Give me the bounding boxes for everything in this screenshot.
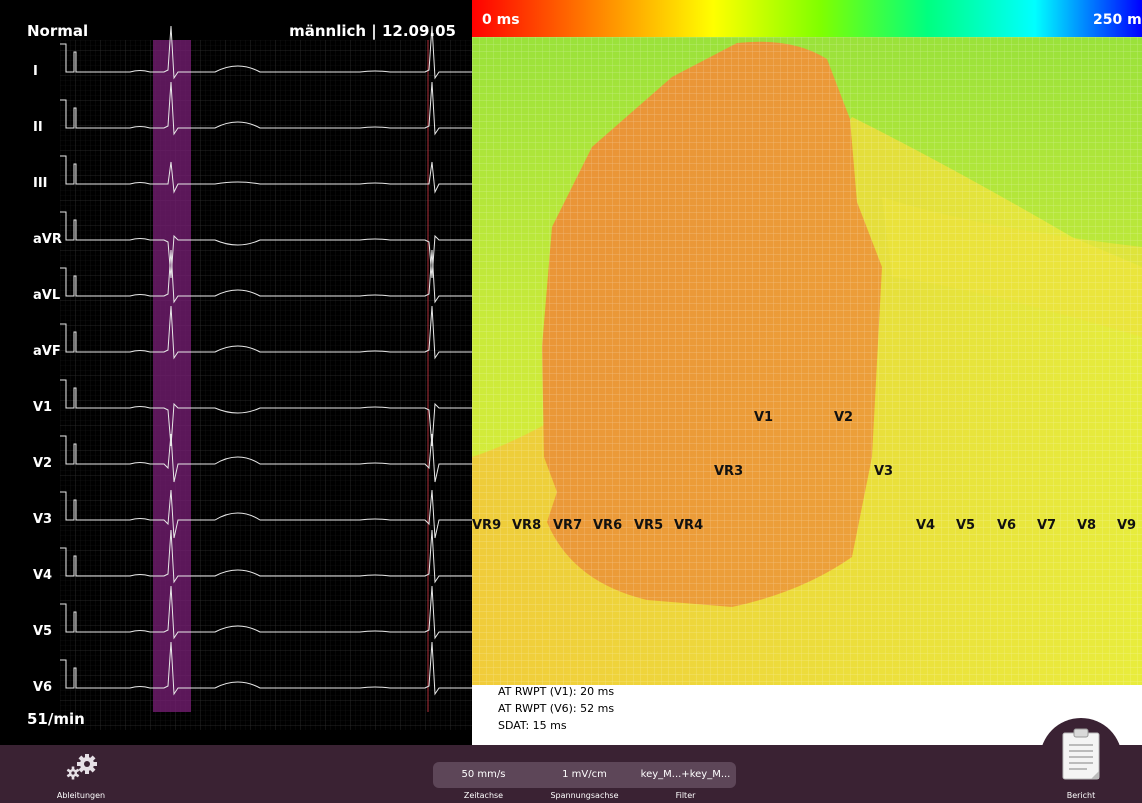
position-label: VR8	[512, 518, 542, 533]
lead-label-v2: V2	[33, 456, 53, 471]
metric-sdat: SDAT: 15 ms	[498, 719, 567, 732]
position-label: V6	[997, 518, 1017, 533]
patient-info: männlich | 12.09.05	[289, 22, 456, 40]
ecg-trace	[60, 305, 472, 360]
display-settings-group: 50 mm/s 1 mV/cm key_M...+key_M...	[433, 762, 736, 788]
time-color-scale	[472, 0, 1142, 37]
filter-label: Filter	[675, 791, 696, 800]
ecg-panel: Normal männlich | 12.09.05 I II III aVR …	[0, 0, 472, 745]
position-label: V2	[834, 410, 854, 425]
ecg-trace	[60, 529, 472, 584]
activation-surface	[472, 37, 1142, 685]
filter-selector[interactable]: key_M...+key_M...	[640, 769, 731, 780]
leads-button-label: Ableitungen	[56, 791, 106, 800]
ecg-trace	[60, 25, 472, 80]
time-axis-selector[interactable]: 50 mm/s	[461, 769, 506, 780]
lead-label-v3: V3	[33, 512, 53, 527]
lead-label-v1: V1	[33, 400, 53, 415]
position-label: VR9	[472, 518, 502, 533]
position-label: V9	[1117, 518, 1137, 533]
activation-map: 0 ms 250 ms V1 V2 VR3	[472, 0, 1142, 685]
lead-label-avr: aVR	[33, 232, 62, 247]
ecg-grid-and-traces	[60, 25, 472, 730]
position-label: VR6	[593, 518, 623, 533]
lead-label-avl: aVL	[33, 288, 61, 303]
ecg-trace	[60, 81, 472, 136]
position-label: V1	[754, 410, 774, 425]
position-label: VR7	[553, 518, 583, 533]
ecg-trace	[60, 641, 472, 696]
metric-rwpt-v6: AT RWPT (V6): 52 ms	[498, 702, 615, 715]
ecg-trace	[60, 489, 472, 539]
ecg-trace	[60, 211, 472, 279]
ecg-trace	[60, 433, 472, 483]
lead-label-ii: II	[33, 120, 43, 135]
metric-rwpt-v1: AT RWPT (V1): 20 ms	[498, 685, 615, 698]
gears-icon	[66, 754, 97, 780]
lead-label-v6: V6	[33, 680, 53, 695]
lead-label-v5: V5	[33, 624, 53, 639]
metrics-panel: AT RWPT (V1): 20 ms AT RWPT (V6): 52 ms …	[472, 685, 1142, 745]
leads-button[interactable]: Ableitungen	[46, 745, 116, 803]
scale-max-label: 250 ms	[1092, 12, 1142, 28]
lead-label-avf: aVF	[33, 344, 61, 359]
ecg-trace	[60, 155, 472, 194]
lead-label-v4: V4	[33, 568, 53, 583]
position-label: VR3	[714, 464, 744, 479]
position-label: V5	[956, 518, 976, 533]
voltage-axis-selector[interactable]: 1 mV/cm	[562, 769, 607, 780]
position-label: V4	[916, 518, 936, 533]
diagnosis-label: Normal	[27, 22, 89, 40]
position-label: VR5	[634, 518, 664, 533]
lead-label-iii: III	[33, 176, 48, 191]
position-label: V8	[1077, 518, 1097, 533]
scale-min-label: 0 ms	[482, 12, 520, 28]
report-button-label: Bericht	[1066, 791, 1096, 800]
clipboard-icon	[1062, 728, 1100, 780]
lead-label-i: I	[33, 64, 38, 79]
report-button[interactable]: Bericht	[1040, 728, 1122, 803]
ecg-trace	[60, 585, 472, 640]
position-label: V7	[1037, 518, 1057, 533]
position-label: VR4	[674, 518, 704, 533]
time-axis-label: Zeitachse	[463, 791, 504, 800]
position-label: V3	[874, 464, 894, 479]
heart-rate: 51/min	[27, 710, 85, 728]
voltage-axis-label: Spannungsachse	[550, 791, 619, 800]
ecg-trace	[60, 379, 472, 447]
ecg-trace	[60, 249, 472, 304]
